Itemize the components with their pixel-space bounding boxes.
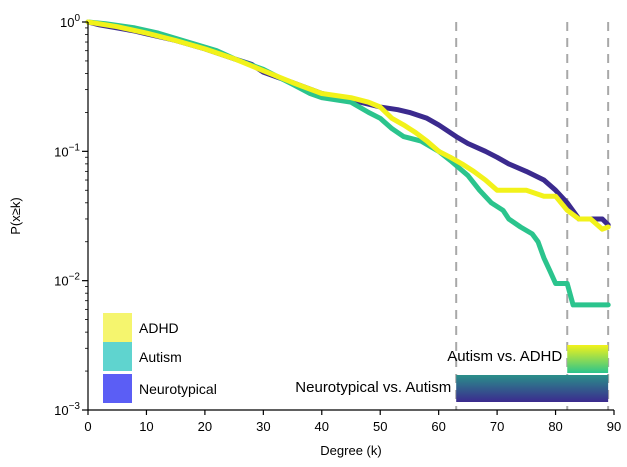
y-tick-label: 10−1 (54, 142, 80, 159)
x-tick-label: 80 (548, 419, 562, 434)
legend-label-neurotypical: Neurotypical (139, 381, 217, 397)
series-lines (85, 19, 611, 308)
y-axis-title: P(x≥k) (8, 197, 23, 234)
y-tick-label: 10−3 (54, 401, 80, 418)
legend-label-adhd: ADHD (139, 320, 179, 336)
legend: ADHD Autism Neurotypical (103, 313, 217, 403)
x-tick-label: 20 (198, 419, 212, 434)
x-tick-label: 70 (490, 419, 504, 434)
y-ticks: 100 10−1 10−2 10−3 (54, 13, 88, 418)
x-tick-label: 0 (84, 419, 91, 434)
comparison-bar-0 (567, 345, 609, 373)
x-ticks: 0 10 20 30 40 50 60 70 80 90 (84, 410, 621, 434)
comparison-bars (456, 345, 609, 402)
comparison-labels: Autism vs. ADHD Neurotypical vs. Autism (295, 348, 562, 396)
comparison-label-1: Neurotypical vs. Autism (295, 379, 451, 396)
series-line-neurotypical (85, 19, 611, 228)
x-axis-title: Degree (k) (320, 443, 381, 458)
series-line-adhd (85, 19, 611, 232)
comparison-label-0: Autism vs. ADHD (447, 348, 562, 365)
x-tick-label: 40 (315, 419, 329, 434)
legend-swatch-neurotypical (103, 374, 132, 403)
legend-label-autism: Autism (139, 349, 182, 365)
series-line-autism (85, 19, 611, 308)
legend-swatch-autism (103, 342, 132, 371)
x-tick-label: 30 (256, 419, 270, 434)
y-tick-label: 100 (60, 13, 80, 30)
x-tick-label: 50 (373, 419, 387, 434)
y-tick-label: 10−2 (54, 272, 80, 289)
comparison-bar-1 (456, 375, 609, 402)
x-tick-label: 60 (431, 419, 445, 434)
x-tick-label: 10 (139, 419, 153, 434)
legend-swatch-adhd (103, 313, 132, 342)
x-tick-label: 90 (607, 419, 621, 434)
axes (87, 22, 614, 411)
